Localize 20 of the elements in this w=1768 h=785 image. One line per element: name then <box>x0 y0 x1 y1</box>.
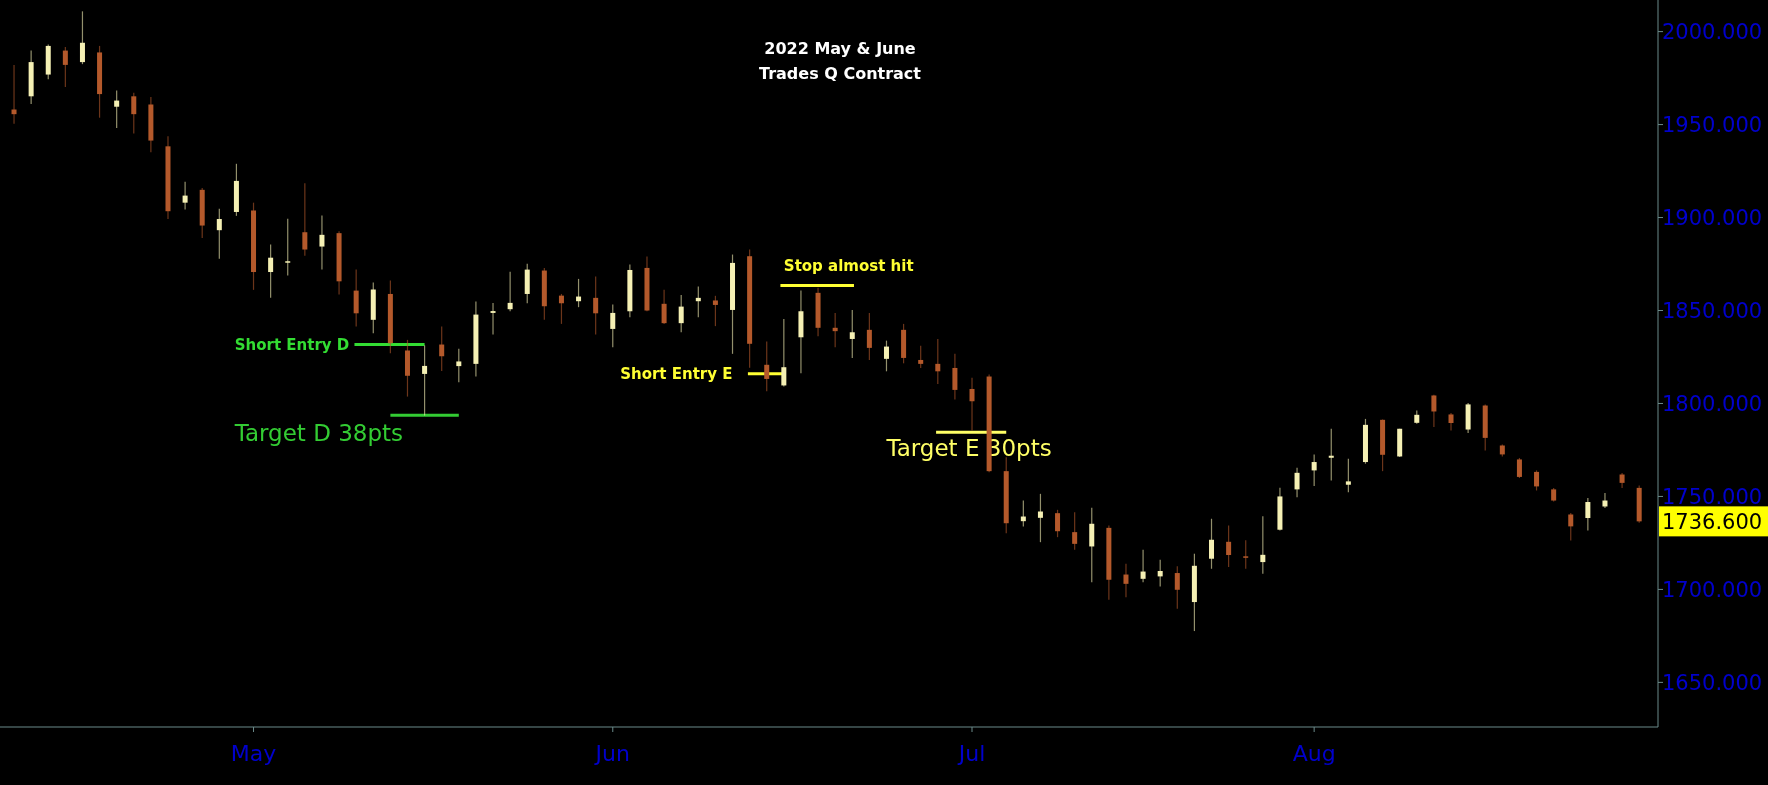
ref-line-label: Short Entry E <box>620 364 733 383</box>
ref-line-label: Target E 30pts <box>885 435 1052 462</box>
y-tick-label: 1950.000 <box>1662 113 1763 138</box>
y-tick-label: 1650.000 <box>1662 670 1763 695</box>
x-tick-label: Aug <box>1292 741 1336 766</box>
text: 1736.600 <box>1662 509 1763 534</box>
x-tick-label: Jul <box>956 741 986 766</box>
x-tick-label: Jun <box>593 741 630 766</box>
ref-line-label: Target D 38pts <box>233 420 404 447</box>
y-tick-label: 2000.000 <box>1662 20 1763 45</box>
x-tick-label: May <box>230 741 277 766</box>
text: 2022 May & June <box>764 39 916 58</box>
y-tick-label: 1850.000 <box>1662 299 1763 324</box>
y-tick-label: 1750.000 <box>1662 485 1763 509</box>
text: Trades Q Contract <box>758 64 922 83</box>
ref-line-label: Stop almost hit <box>783 257 914 276</box>
y-tick-label: 1700.000 <box>1662 577 1763 602</box>
y-tick-label: 1900.000 <box>1662 206 1763 231</box>
ref-line-label: Short Entry D <box>234 335 350 354</box>
y-tick-label: 1800.000 <box>1662 392 1763 417</box>
